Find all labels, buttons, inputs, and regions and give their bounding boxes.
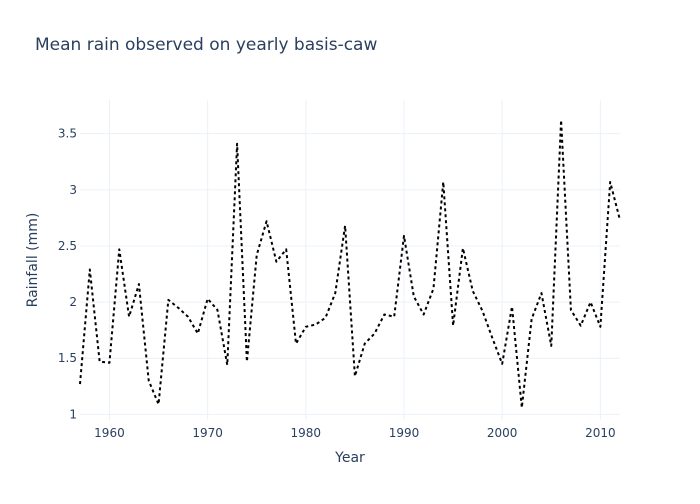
data-point bbox=[304, 325, 307, 328]
data-point bbox=[569, 308, 572, 311]
data-point bbox=[619, 219, 622, 222]
data-point bbox=[461, 247, 464, 250]
data-point bbox=[540, 292, 543, 295]
data-point bbox=[236, 142, 239, 145]
data-point bbox=[452, 324, 455, 327]
data-point bbox=[177, 306, 180, 309]
data-point bbox=[196, 332, 199, 335]
x-tick-label: 1970 bbox=[192, 426, 223, 440]
data-point bbox=[187, 315, 190, 318]
data-point bbox=[167, 298, 170, 301]
data-point bbox=[245, 360, 248, 363]
data-point bbox=[530, 317, 533, 320]
data-point bbox=[579, 324, 582, 327]
data-point bbox=[118, 248, 121, 251]
y-axis-title: Rainfall (mm) bbox=[25, 213, 41, 308]
data-point bbox=[344, 224, 347, 227]
data-point bbox=[491, 337, 494, 340]
data-point bbox=[609, 180, 612, 183]
data-point bbox=[157, 403, 160, 406]
x-tick-label: 1980 bbox=[291, 426, 322, 440]
data-point bbox=[108, 361, 111, 364]
data-point bbox=[501, 362, 504, 365]
x-tick-label: 1960 bbox=[94, 426, 125, 440]
data-point bbox=[324, 316, 327, 319]
x-axis-title: Year bbox=[334, 450, 365, 466]
data-point bbox=[353, 375, 356, 378]
data-point bbox=[285, 248, 288, 251]
data-point bbox=[128, 315, 131, 318]
data-point bbox=[363, 342, 366, 345]
data-point bbox=[265, 220, 268, 223]
data-point bbox=[393, 315, 396, 318]
data-point bbox=[334, 292, 337, 295]
data-point bbox=[589, 301, 592, 304]
y-tick-label: 2 bbox=[69, 295, 77, 309]
data-point bbox=[314, 323, 317, 326]
data-point bbox=[88, 268, 91, 271]
rainfall-series-line bbox=[79, 119, 621, 409]
y-axis-ticks: 1 1.5 2 2.5 3 3.5 bbox=[58, 127, 77, 422]
data-point bbox=[295, 342, 298, 345]
y-tick-label: 2.5 bbox=[58, 239, 77, 253]
data-point bbox=[206, 297, 209, 300]
data-point bbox=[373, 332, 376, 335]
y-tick-label: 3 bbox=[69, 183, 77, 197]
data-point bbox=[511, 305, 514, 308]
series-layer bbox=[79, 119, 622, 409]
data-point bbox=[560, 119, 563, 122]
data-point bbox=[412, 295, 415, 298]
x-tick-label: 2000 bbox=[487, 426, 518, 440]
data-point bbox=[481, 310, 484, 313]
chart-title: Mean rain observed on yearly basis-caw bbox=[35, 35, 377, 55]
data-point bbox=[442, 180, 445, 183]
data-point bbox=[520, 406, 523, 409]
data-point bbox=[137, 283, 140, 286]
data-point bbox=[471, 289, 474, 292]
y-tick-label: 1.5 bbox=[58, 351, 77, 365]
data-point bbox=[216, 308, 219, 311]
y-tick-label: 3.5 bbox=[58, 127, 77, 141]
x-axis-ticks: 1960 1970 1980 1990 2000 2010 bbox=[94, 426, 615, 440]
data-point bbox=[403, 234, 406, 237]
data-point bbox=[79, 383, 82, 386]
data-point bbox=[255, 253, 258, 256]
data-point bbox=[550, 344, 553, 347]
data-point bbox=[599, 325, 602, 328]
data-point bbox=[422, 313, 425, 316]
data-point bbox=[98, 360, 101, 363]
data-point bbox=[275, 260, 278, 263]
x-tick-label: 2010 bbox=[585, 426, 616, 440]
data-point bbox=[383, 313, 386, 316]
data-point bbox=[147, 379, 150, 382]
data-point bbox=[226, 363, 229, 366]
y-tick-label: 1 bbox=[69, 407, 77, 421]
data-point bbox=[432, 287, 435, 290]
x-tick-label: 1990 bbox=[389, 426, 420, 440]
